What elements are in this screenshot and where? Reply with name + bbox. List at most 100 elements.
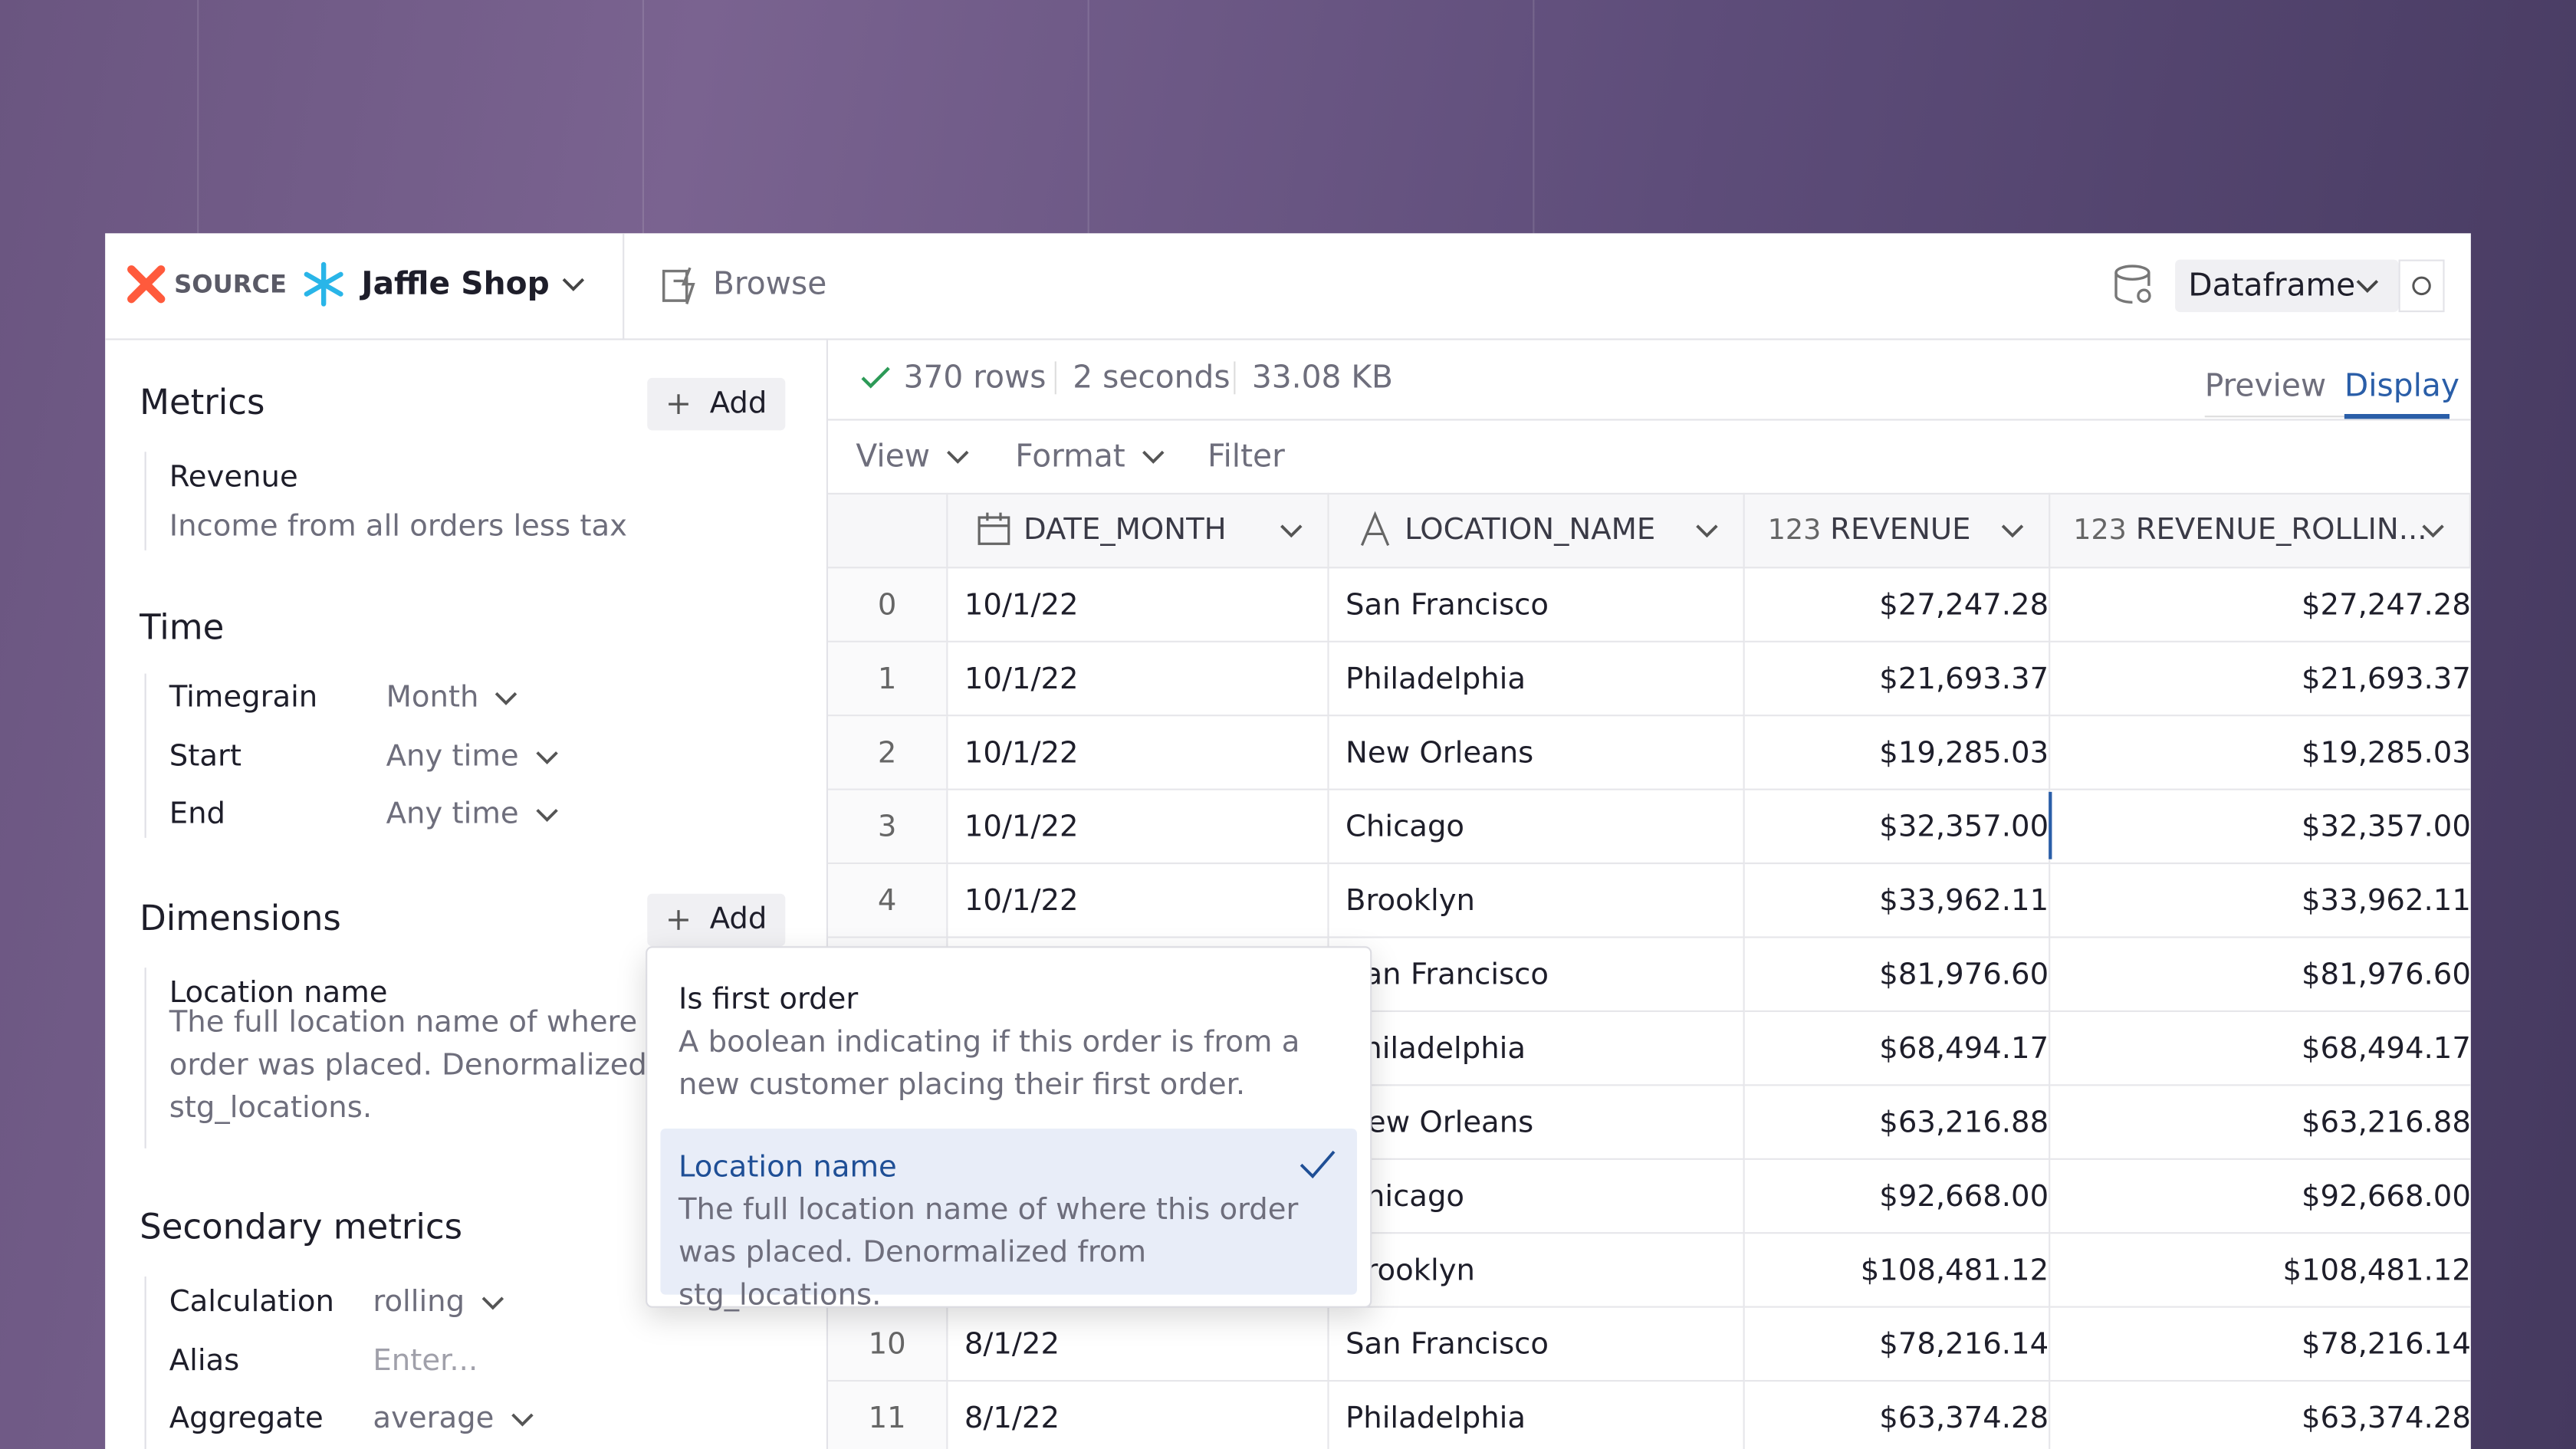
table-cell: $63,374.28 xyxy=(1745,1382,2051,1449)
dbt-icon xyxy=(127,265,166,304)
chevron[interactable] xyxy=(1142,450,1165,464)
chevron[interactable] xyxy=(1280,524,1303,538)
table-cell: $19,285.03 xyxy=(1744,716,2051,790)
add-button[interactable]: Add xyxy=(647,377,786,431)
field-value[interactable]: average xyxy=(373,1401,495,1436)
chevron[interactable] xyxy=(536,750,559,764)
toolbar-item[interactable]: Filter xyxy=(1208,439,1285,475)
row-index: 11 xyxy=(828,1382,948,1449)
column-type-label: 123 xyxy=(2073,514,2127,547)
option-name[interactable]: Is first order xyxy=(678,982,859,1017)
option-description[interactable]: A boolean indicating if this order is fr… xyxy=(678,1025,1300,1102)
metric-name: Revenue xyxy=(169,460,298,495)
add-label[interactable]: Add xyxy=(709,386,767,421)
table-cell: New Orleans xyxy=(1329,716,1745,790)
data-icon xyxy=(2114,264,2151,304)
table-cell: $68,494.17 xyxy=(1744,1012,2051,1086)
chevron[interactable] xyxy=(511,1413,534,1427)
bg-line xyxy=(1087,0,1089,234)
table-cell: Philadelphia xyxy=(1329,642,1745,717)
column-header[interactable]: REVENUE xyxy=(1830,512,1971,547)
chevron[interactable] xyxy=(2356,279,2379,294)
section-title: Metrics xyxy=(140,383,265,422)
table-cell: San Francisco xyxy=(1329,938,1745,1012)
chevron[interactable] xyxy=(1695,524,1718,538)
plus-icon xyxy=(669,394,688,414)
toolbar-item[interactable]: View xyxy=(856,439,931,475)
dimension-name: Location name xyxy=(169,975,388,1010)
status-button[interactable] xyxy=(2398,259,2445,313)
divider xyxy=(828,419,2471,421)
browse-button[interactable]: Browse xyxy=(713,266,827,303)
field-label: Alias xyxy=(169,1342,240,1378)
column-divider xyxy=(2469,492,2471,569)
column-header[interactable]: DATE_MONTH xyxy=(1024,512,1227,547)
table-cell: $81,976.60 xyxy=(2050,938,2471,1012)
table-cell: 10/1/22 xyxy=(948,568,1329,642)
table-cell: $63,216.88 xyxy=(1744,1086,2051,1160)
tab-indicator xyxy=(2344,414,2450,419)
bg-line xyxy=(642,0,644,234)
selected-check xyxy=(1300,1150,1336,1179)
column-divider xyxy=(1743,492,1745,569)
chevron[interactable] xyxy=(2001,524,2024,538)
section-title: Secondary metrics xyxy=(140,1208,463,1247)
chevron[interactable] xyxy=(536,808,559,823)
status-icon xyxy=(2412,276,2431,296)
table-cell: 10/1/22 xyxy=(948,790,1329,865)
table-cell: $68,494.17 xyxy=(2050,1012,2471,1086)
row-index: 1 xyxy=(828,642,948,717)
alias-input[interactable]: Enter... xyxy=(373,1342,478,1378)
tab[interactable]: Preview xyxy=(2204,368,2327,405)
section-rule xyxy=(144,1276,146,1449)
header-bar xyxy=(105,233,2471,340)
add-button[interactable]: Add xyxy=(647,893,786,947)
table-cell: Brooklyn xyxy=(1329,864,1745,938)
field-label: Start xyxy=(169,738,242,774)
check-icon xyxy=(861,366,890,389)
chevron[interactable] xyxy=(495,692,518,705)
field-value[interactable]: Any time xyxy=(386,797,519,832)
toolbar-item[interactable]: Format xyxy=(1015,439,1125,475)
option-highlight xyxy=(660,1129,1357,1295)
table-cell: $63,374.28 xyxy=(2050,1382,2471,1449)
field-label: Calculation xyxy=(169,1284,334,1319)
add-label[interactable]: Add xyxy=(709,902,767,937)
output-label[interactable]: Dataframe xyxy=(2188,268,2356,304)
column-header[interactable]: REVENUE_ROLLIN... xyxy=(2135,512,2427,547)
bg-line xyxy=(1533,0,1535,234)
table-cell: $33,962.11 xyxy=(2050,864,2471,938)
field-value[interactable]: Month xyxy=(386,680,479,715)
table-cell: $21,693.37 xyxy=(2050,642,2471,717)
section-rule xyxy=(144,673,146,838)
option-description[interactable]: The full location name of where this ord… xyxy=(678,1192,1299,1313)
table-cell: $108,481.12 xyxy=(2050,1234,2471,1308)
table-cell: $63,216.88 xyxy=(2050,1086,2471,1160)
column-divider xyxy=(1327,492,1329,569)
chevron[interactable] xyxy=(562,278,585,291)
field-value[interactable]: Any time xyxy=(386,738,519,774)
duration: 2 seconds xyxy=(1073,360,1230,396)
table-cell: Chicago xyxy=(1329,1159,1745,1234)
size: 33.08 KB xyxy=(1251,360,1394,396)
source-label: SOURCE xyxy=(174,269,288,299)
chevron[interactable] xyxy=(2422,524,2445,538)
dimension-description: The full location name of where this ord… xyxy=(169,1005,725,1125)
tab-active[interactable]: Display xyxy=(2344,368,2459,405)
table-cell: $32,357.00 xyxy=(2050,790,2471,865)
source-name[interactable]: Jaffle Shop xyxy=(361,266,550,303)
table-cell: $78,216.14 xyxy=(1744,1307,2051,1382)
field-value[interactable]: rolling xyxy=(373,1284,465,1319)
field-label: Aggregate xyxy=(169,1401,324,1436)
column-type-icon xyxy=(1360,511,1390,547)
chevron[interactable] xyxy=(481,1296,504,1310)
plus-icon xyxy=(669,910,688,930)
row-index: 0 xyxy=(828,568,948,642)
option-name[interactable]: Location name xyxy=(678,1150,897,1184)
column-type-icon xyxy=(978,512,1010,545)
column-header[interactable]: LOCATION_NAME xyxy=(1405,512,1656,547)
chevron[interactable] xyxy=(946,450,969,464)
section-rule xyxy=(144,968,146,1148)
table-cell: Brooklyn xyxy=(1329,1234,1745,1308)
table-cell: $21,693.37 xyxy=(1744,642,2051,717)
